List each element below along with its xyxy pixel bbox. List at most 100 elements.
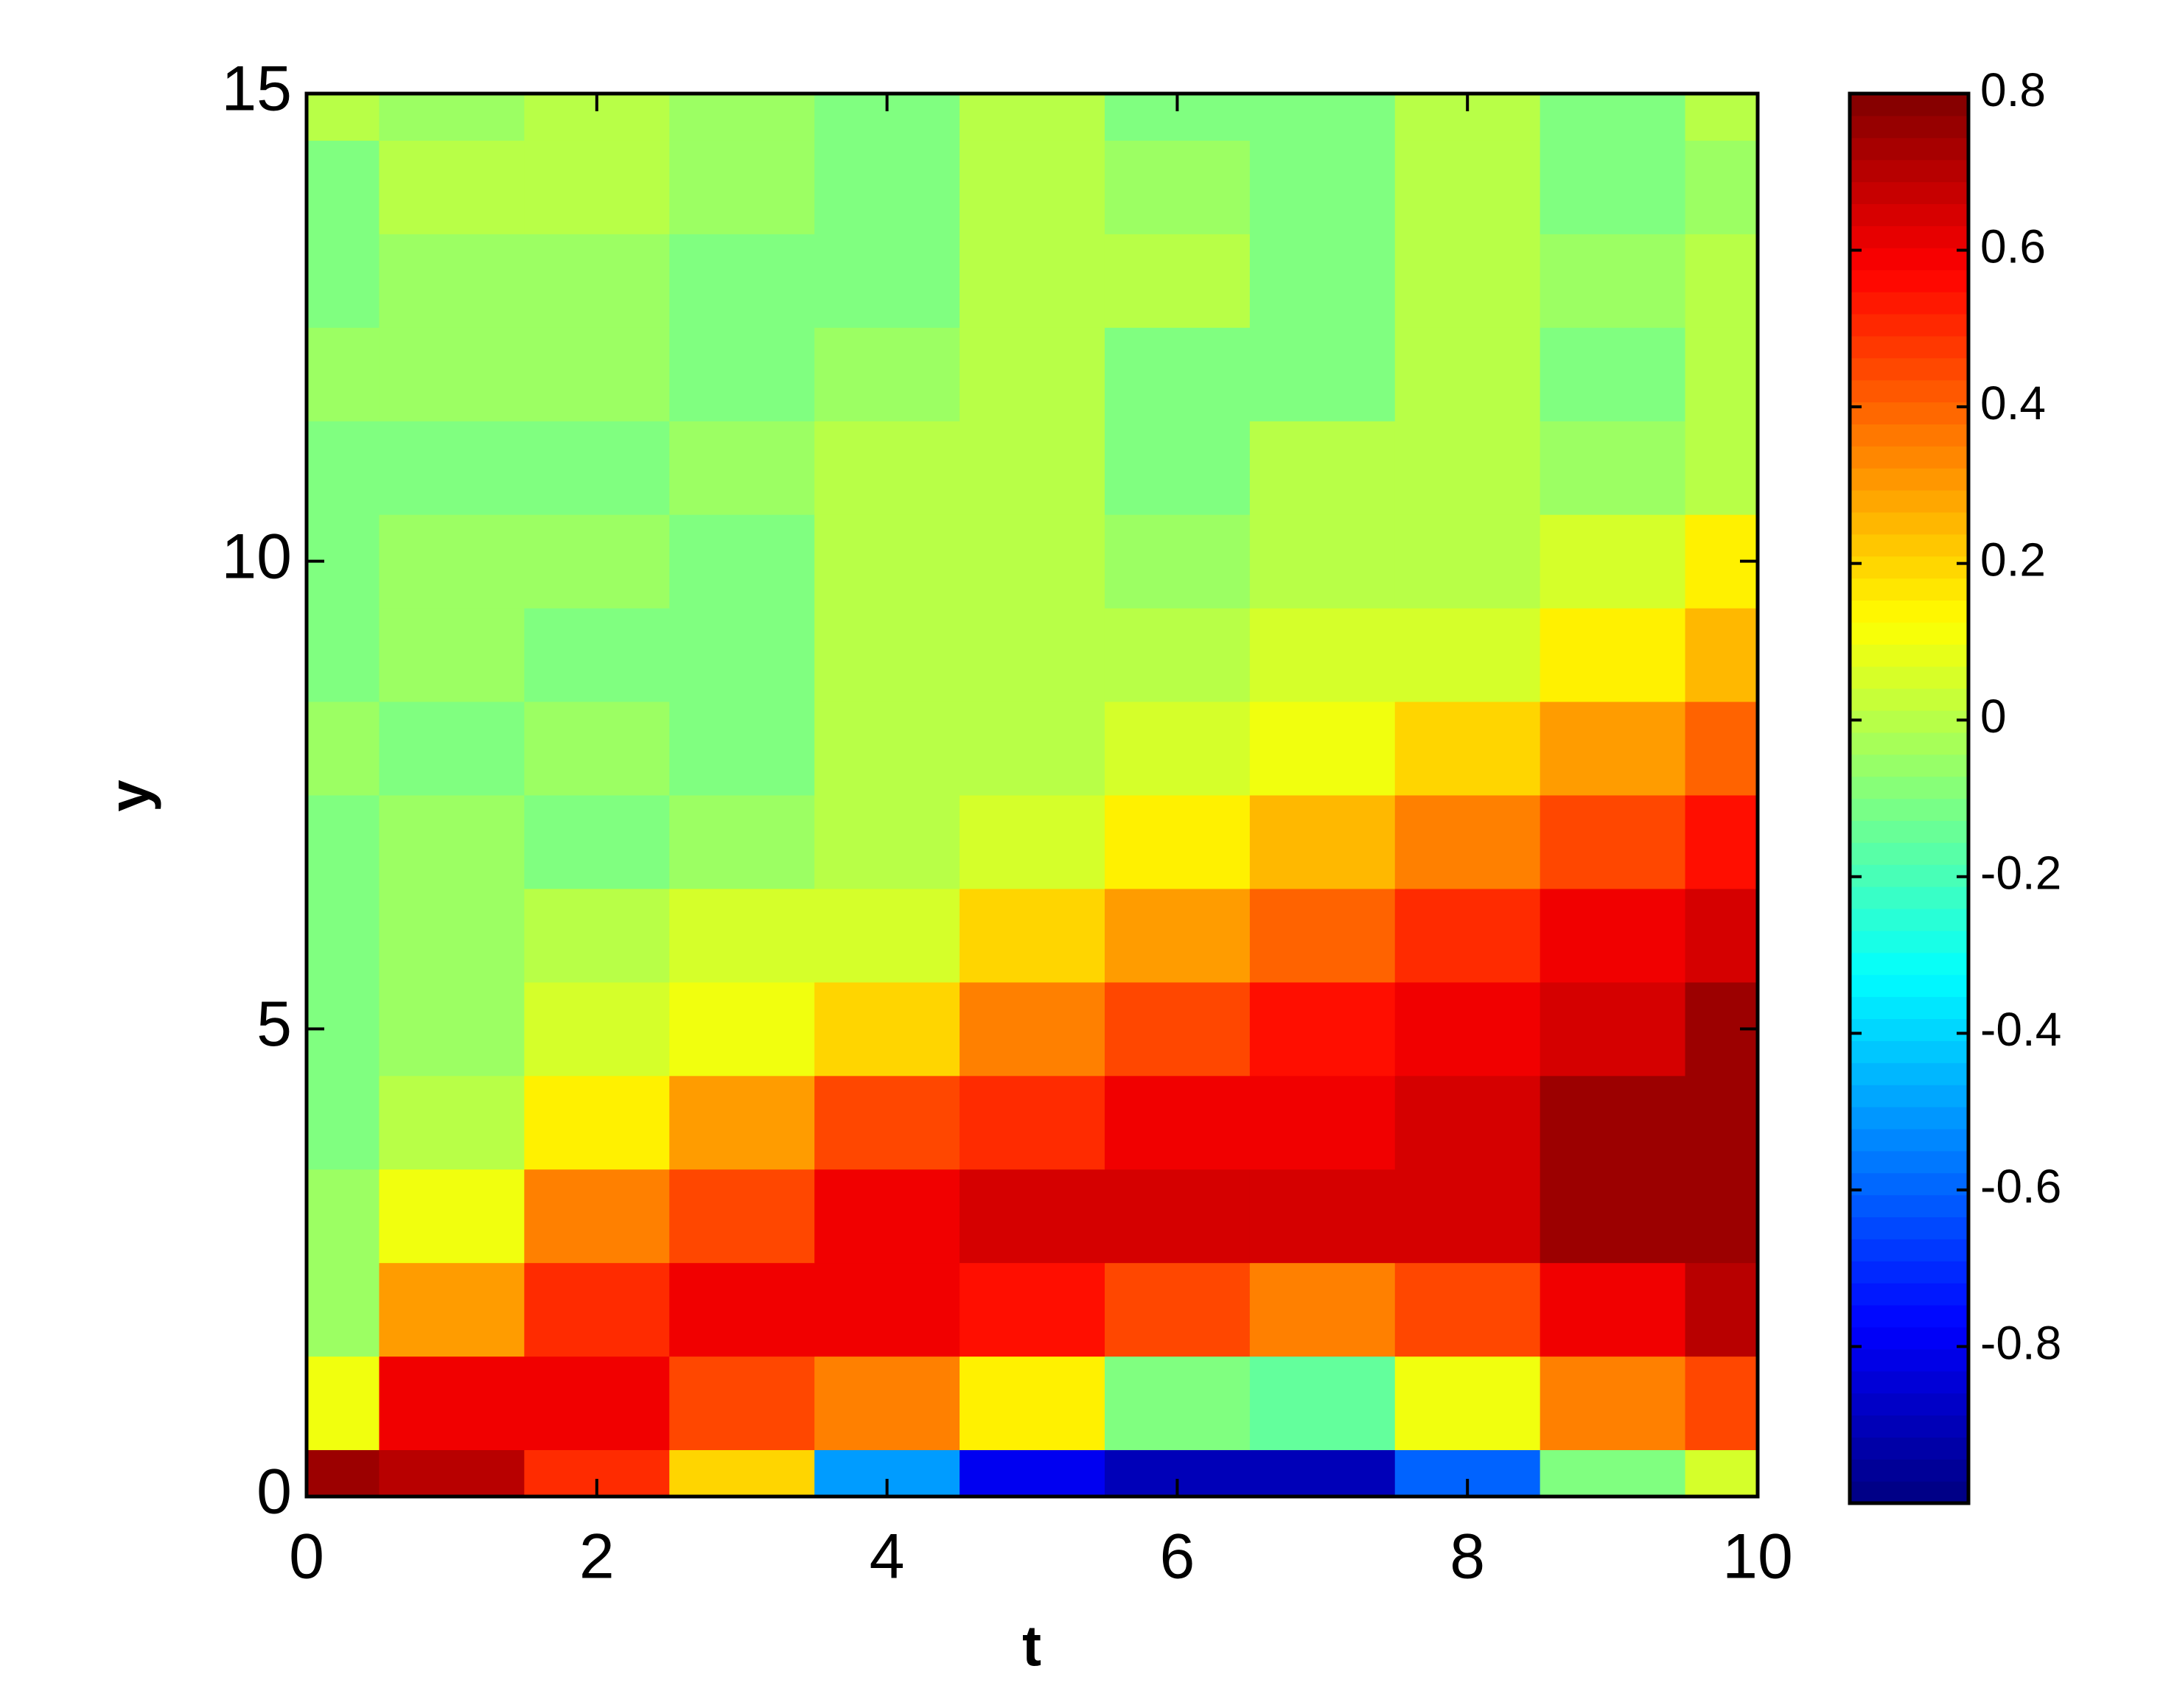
contour-cell: [1104, 140, 1251, 234]
colorbar-step: [1850, 908, 1968, 931]
contour-cell: [814, 608, 960, 702]
contour-cell: [1540, 1262, 1686, 1357]
colorbar-step: [1850, 181, 1968, 205]
y-tick-label: 5: [256, 989, 292, 1060]
contour-cell: [1394, 1075, 1541, 1170]
contour-cell: [669, 981, 815, 1077]
contour-cell: [1394, 701, 1541, 796]
colorbar-tick-label: -0.6: [1980, 1160, 2061, 1213]
contour-cell: [1394, 140, 1541, 234]
colorbar-step: [1850, 379, 1968, 403]
contour-cell: [1104, 701, 1251, 796]
contour-cell: [1249, 234, 1396, 328]
contour-cell: [1394, 514, 1541, 609]
colorbar-step: [1850, 446, 1968, 469]
colorbar-step: [1850, 930, 1968, 953]
y-tick-label: 15: [221, 54, 292, 125]
contour-cell: [669, 1449, 815, 1497]
contour-cell: [1685, 327, 1758, 421]
colorbar-step: [1850, 666, 1968, 689]
contour-cell: [1249, 1449, 1396, 1497]
contour-cell: [960, 327, 1105, 421]
colorbar-step: [1850, 644, 1968, 667]
contour-cell: [379, 795, 525, 889]
colorbar-step: [1850, 996, 1968, 1020]
contour-cell: [307, 1449, 380, 1497]
contour-cell: [524, 1075, 670, 1170]
contour-cell: [1685, 1449, 1758, 1497]
contour-cell: [669, 140, 815, 234]
y-tick-label: 0: [256, 1457, 292, 1527]
colorbar-tick-label: -0.4: [1980, 1003, 2061, 1056]
colorbar-step: [1850, 864, 1968, 887]
contour-cell: [307, 94, 380, 141]
contour-cell: [307, 140, 380, 234]
x-tick-label: 8: [1450, 1522, 1485, 1592]
contour-cell: [960, 981, 1105, 1077]
colorbar-step: [1850, 424, 1968, 447]
contour-cell: [307, 421, 380, 515]
colorbar-step: [1850, 842, 1968, 865]
contour-cell: [1685, 608, 1758, 702]
contour-cell: [960, 94, 1105, 141]
contour-cell: [524, 701, 670, 796]
contour-cell: [1394, 608, 1541, 702]
contour-cell: [669, 94, 815, 141]
contour-cell: [524, 981, 670, 1077]
contour-cell: [1540, 1449, 1686, 1497]
contour-cell: [307, 1262, 380, 1357]
contour-cell: [1104, 234, 1251, 328]
contour-cell: [379, 1449, 525, 1497]
contour-cell: [960, 1075, 1105, 1170]
contour-cell: [1249, 795, 1396, 889]
colorbar-step: [1850, 533, 1968, 557]
colorbar-step: [1850, 688, 1968, 711]
contour-cell: [960, 514, 1105, 609]
contour-cell: [1104, 1356, 1251, 1451]
contour-cell: [307, 1075, 380, 1170]
contour-cell: [1249, 701, 1396, 796]
contour-cell: [1249, 1262, 1396, 1357]
contour-cell: [1249, 514, 1396, 609]
contour-cell: [379, 1262, 525, 1357]
contour-cell: [307, 327, 380, 421]
contour-cell: [524, 888, 670, 983]
colorbar-step: [1850, 1261, 1968, 1284]
colorbar-step: [1850, 1371, 1968, 1394]
x-tick-label: 4: [870, 1522, 905, 1592]
contour-cell: [669, 701, 815, 796]
contour-cell: [1249, 1075, 1396, 1170]
contour-cell: [1540, 1356, 1686, 1451]
contour-cell: [669, 1169, 815, 1264]
x-axis-label: t: [1022, 1614, 1041, 1679]
contour-cell: [1394, 888, 1541, 983]
colorbar-step: [1850, 1063, 1968, 1085]
contour-cell: [1540, 701, 1686, 796]
colorbar-step: [1850, 1217, 1968, 1239]
contour-cell: [524, 1169, 670, 1264]
colorbar-step: [1850, 94, 1968, 116]
contour-cell: [1685, 421, 1758, 515]
contour-cell: [814, 1169, 960, 1264]
colorbar-step: [1850, 600, 1968, 623]
contour-cell: [1540, 327, 1686, 421]
colorbar-step: [1850, 1348, 1968, 1372]
contour-cell: [814, 327, 960, 421]
colorbar-step: [1850, 1326, 1968, 1350]
contour-cell: [1685, 1262, 1758, 1357]
contour-cell: [1104, 1075, 1251, 1170]
contour-cell: [379, 234, 525, 328]
colorbar-step: [1850, 886, 1968, 909]
contour-cell: [379, 94, 525, 141]
contour-cell: [379, 1356, 525, 1451]
colorbar-step: [1850, 357, 1968, 381]
colorbar-step: [1850, 952, 1968, 976]
contour-cell: [379, 140, 525, 234]
contour-cell: [669, 234, 815, 328]
contour-cell: [1685, 1075, 1758, 1170]
contour-cell: [1394, 327, 1541, 421]
contour-cell: [1104, 421, 1251, 515]
contour-cell: [1685, 140, 1758, 234]
